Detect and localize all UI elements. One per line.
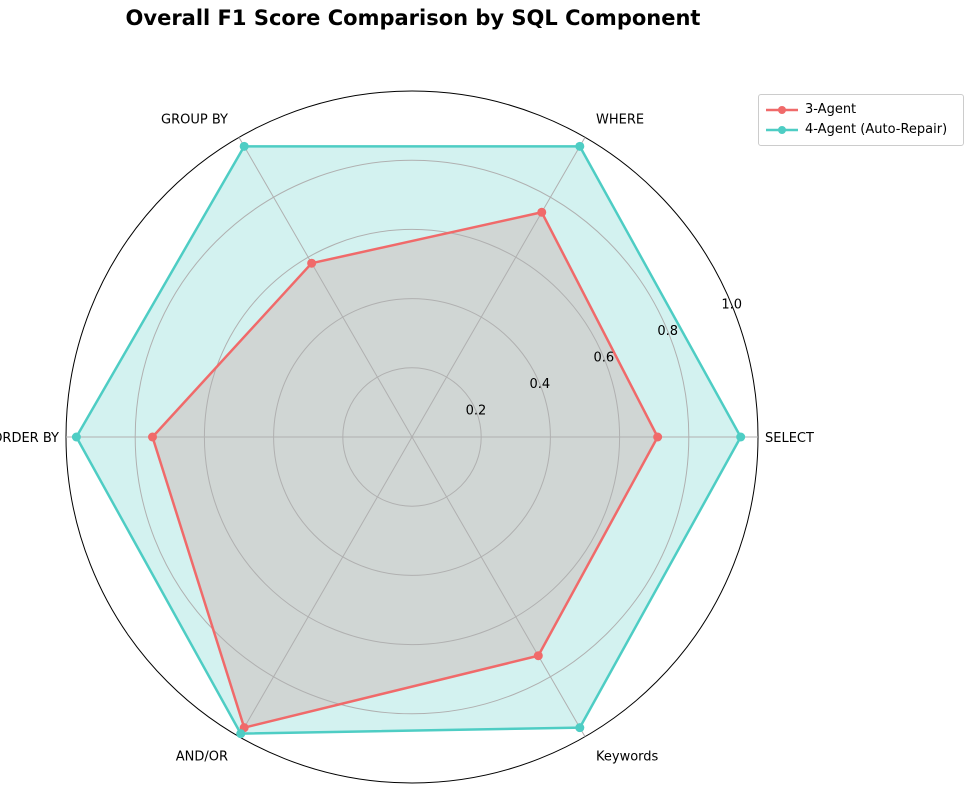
point-4-agent-auto-repair-keywords xyxy=(575,723,585,733)
legend-label-3-agent: 3-Agent xyxy=(805,102,857,117)
point-4-agent-auto-repair-where xyxy=(575,141,585,151)
category-label-and-or: AND/OR xyxy=(176,750,228,765)
point-3-agent-group-by xyxy=(307,258,317,268)
spoke-keywords xyxy=(411,436,586,737)
point-4-agent-auto-repair-order-by xyxy=(71,432,81,442)
category-label-where: WHERE xyxy=(596,112,644,127)
chart-title: Overall F1 Score Comparison by SQL Compo… xyxy=(125,6,701,30)
point-4-agent-auto-repair-group-by xyxy=(239,141,249,151)
point-3-agent-select xyxy=(653,432,663,442)
r-tick-label: 0.2 xyxy=(466,404,487,419)
series-fill-4-agent-auto-repair xyxy=(76,146,741,734)
spoke-and-or xyxy=(238,436,413,737)
spoke-group-by xyxy=(238,137,413,438)
legend-item-4-agent: 4-Agent (Auto-Repair) xyxy=(759,120,959,140)
label-layer: 0.2 0.4 0.6 0.8 1.0 SELECT WHERE GROUP BY ORDER … xyxy=(0,112,814,764)
legend-marker-3-agent xyxy=(766,106,798,114)
r-tick-label: 0.6 xyxy=(593,351,614,366)
category-label-order-by: ORDER BY xyxy=(0,431,59,446)
category-label-keywords: Keywords xyxy=(596,750,659,765)
legend-label-4-agent: 4-Agent (Auto-Repair) xyxy=(805,122,948,137)
legend-item-3-agent: 3-Agent xyxy=(759,100,959,120)
point-4-agent-auto-repair-and-or xyxy=(236,729,246,739)
series-fill-3-agent xyxy=(152,212,658,728)
series-fill-layer xyxy=(76,146,741,734)
point-3-agent-where xyxy=(537,207,547,217)
r-tick-label: 0.8 xyxy=(657,324,678,339)
point-3-agent-keywords xyxy=(533,651,543,661)
point-3-agent-order-by xyxy=(148,432,157,442)
r-tick-label: 1.0 xyxy=(721,298,742,313)
legend: 3-Agent 4-Agent (Auto-Repair) xyxy=(758,94,964,146)
spoke-where xyxy=(411,137,586,438)
category-label-group-by: GROUP BY xyxy=(161,112,228,127)
legend-marker-4-agent xyxy=(766,126,798,134)
series-layer xyxy=(71,141,746,739)
r-tick-label: 0.4 xyxy=(530,377,551,392)
point-4-agent-auto-repair-select xyxy=(736,432,746,442)
radial-grid xyxy=(65,90,759,784)
category-label-select: SELECT xyxy=(765,431,814,446)
